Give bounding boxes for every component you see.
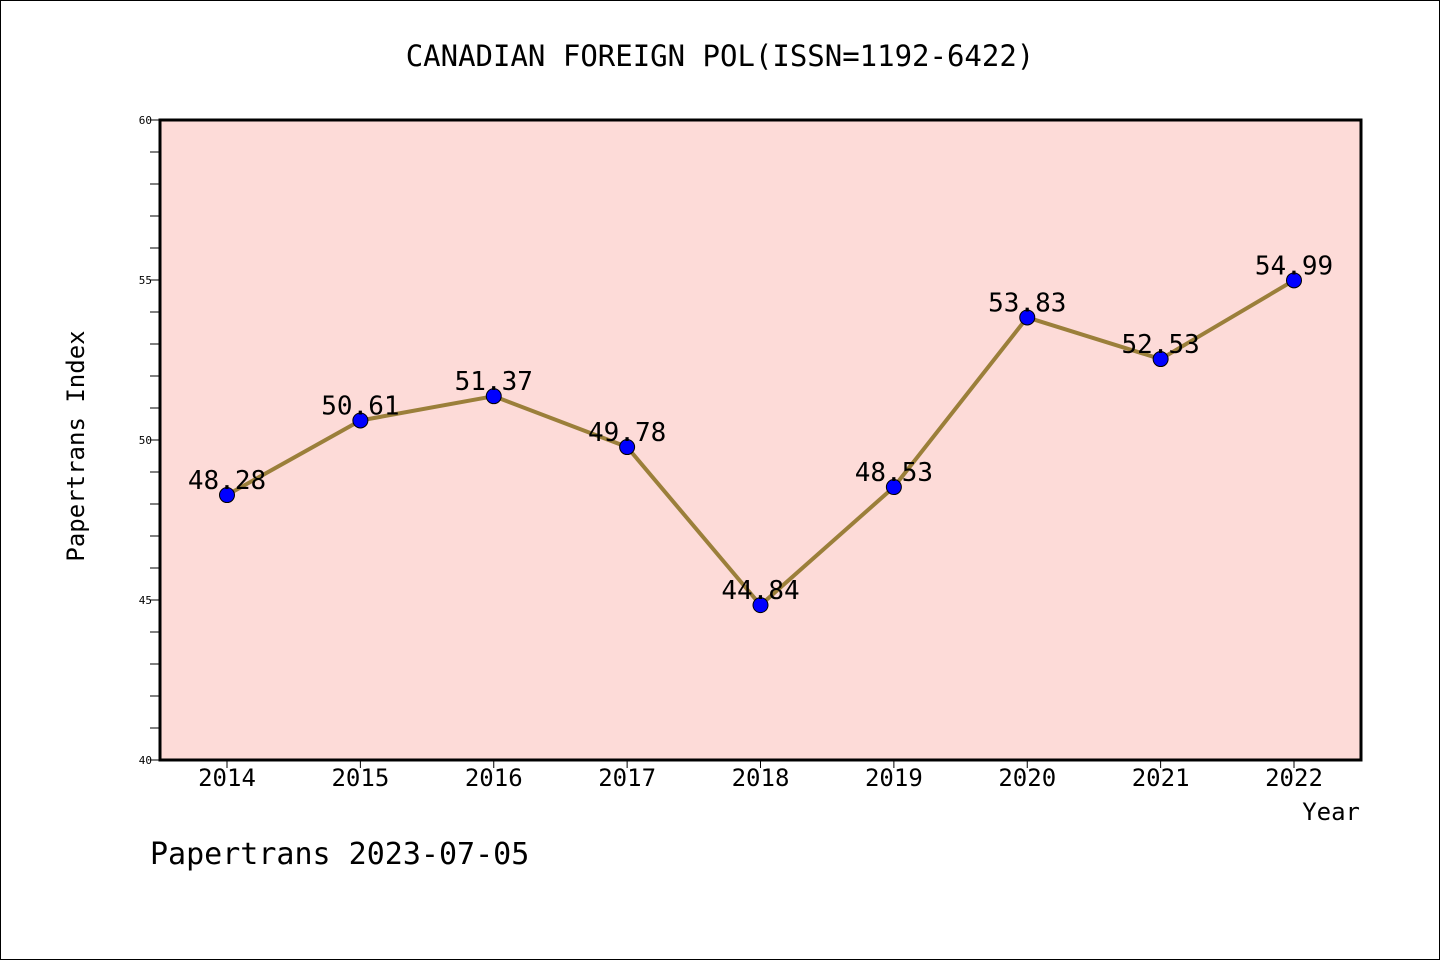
x-axis: 2014 2015 2016 2017 2018 2019 2020 2021 2022 bbox=[198, 760, 1323, 792]
x-tick-label: 2015 bbox=[331, 764, 389, 792]
y-tick-label: 60 bbox=[139, 114, 152, 127]
data-point-marker bbox=[619, 439, 636, 456]
x-tick-label: 2021 bbox=[1132, 764, 1190, 792]
data-label: 50.61 bbox=[321, 391, 399, 421]
data-label: 51.37 bbox=[455, 367, 533, 397]
data-point-marker bbox=[1019, 309, 1036, 326]
x-tick-label: 2018 bbox=[732, 764, 790, 792]
data-point-marker bbox=[485, 388, 502, 405]
data-label: 44.84 bbox=[721, 576, 799, 606]
data-point-marker bbox=[352, 412, 369, 429]
series-line-group: 48.28 50.61 51.37 49.78 44.84 48.53 53.83 52.53… bbox=[188, 251, 1333, 614]
footer-text: Papertrans 2023-07-05 bbox=[150, 837, 529, 872]
data-label: 48.28 bbox=[188, 466, 266, 496]
x-tick-label: 2017 bbox=[598, 764, 656, 792]
y-tick-label: 55 bbox=[139, 274, 152, 287]
y-tick-label: 50 bbox=[139, 434, 152, 447]
data-label: 54.99 bbox=[1255, 251, 1333, 281]
x-tick-label: 2020 bbox=[998, 764, 1056, 792]
y-tick-label: 40 bbox=[139, 754, 152, 767]
data-point-marker bbox=[885, 479, 902, 496]
chart-title: CANADIAN FOREIGN POL(ISSN=1192-6422) bbox=[406, 39, 1035, 73]
y-axis: 40 45 50 55 60 bbox=[139, 114, 160, 767]
y-tick-label: 45 bbox=[139, 594, 152, 607]
data-point-marker bbox=[1286, 272, 1302, 289]
data-label: 52.53 bbox=[1121, 330, 1199, 360]
x-tick-label: 2019 bbox=[865, 764, 923, 792]
plot-area bbox=[158, 118, 1363, 762]
x-tick-label: 2022 bbox=[1265, 764, 1323, 792]
x-tick-label: 2016 bbox=[465, 764, 523, 792]
y-axis-title: Papertrans Index bbox=[62, 330, 90, 561]
x-tick-label: 2014 bbox=[198, 764, 256, 792]
data-label: 53.83 bbox=[988, 288, 1066, 318]
data-label: 49.78 bbox=[588, 418, 666, 448]
data-point-marker bbox=[1152, 351, 1169, 368]
data-point-marker bbox=[219, 487, 235, 504]
data-point-marker bbox=[752, 597, 769, 614]
x-axis-title: Year bbox=[1302, 798, 1360, 826]
data-label: 48.53 bbox=[855, 458, 933, 488]
